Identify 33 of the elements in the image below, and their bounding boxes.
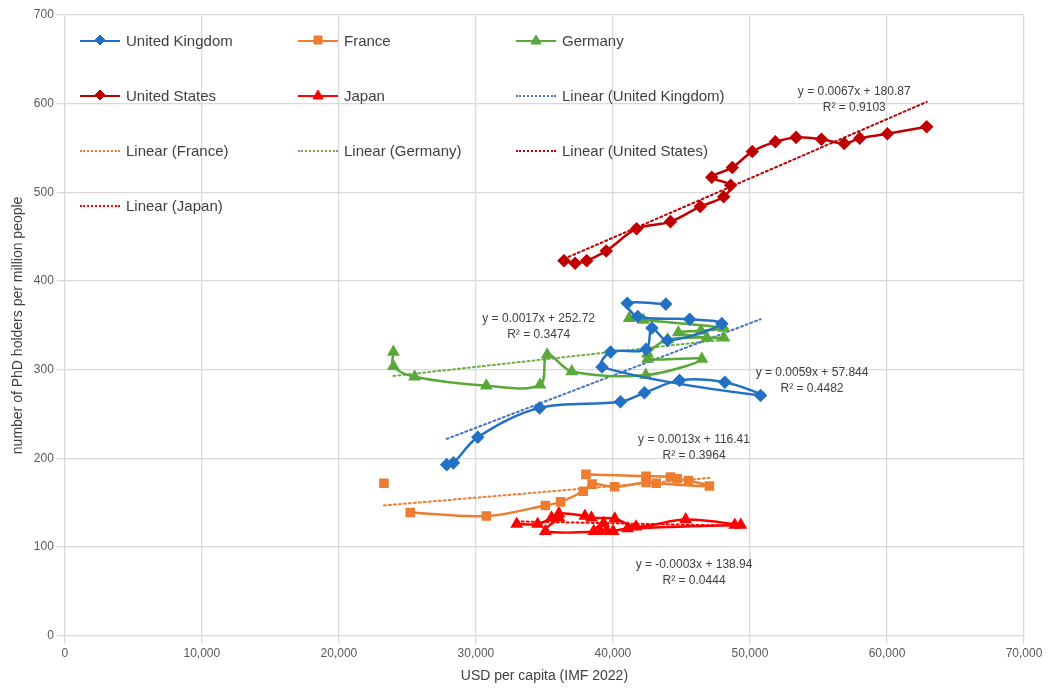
x-axis-title: USD per capita (IMF 2022) bbox=[460, 667, 629, 684]
x-tick-label: 30,000 bbox=[457, 646, 495, 661]
x-tick-label: 0 bbox=[61, 646, 69, 661]
annotation: y = 0.0013x + 116.41 R² = 0.3964 bbox=[638, 432, 751, 463]
legend-label: France bbox=[344, 32, 391, 49]
x-tick-label: 70,000 bbox=[1005, 646, 1043, 661]
annotation: y = -0.0003x + 138.94 R² = 0.0444 bbox=[635, 556, 753, 587]
annotation: y = 0.0017x + 252.72 R² = 0.3474 bbox=[482, 310, 596, 341]
legend-label: United States bbox=[126, 87, 217, 104]
y-axis-title: number of PhD holders per million people bbox=[9, 196, 26, 455]
y-tick-label: 600 bbox=[33, 96, 55, 110]
legend-label: Linear (United States) bbox=[562, 142, 708, 159]
x-tick-label: 10,000 bbox=[183, 646, 221, 661]
x-tick-label: 50,000 bbox=[731, 646, 769, 661]
x-tick-label: 40,000 bbox=[594, 646, 632, 661]
y-tick-label: 400 bbox=[33, 273, 55, 288]
annotation: y = 0.0067x + 180.87 R² = 0.9103 bbox=[797, 83, 911, 114]
x-tick-label: 20,000 bbox=[320, 646, 358, 661]
legend-label: Linear (United Kingdom) bbox=[562, 87, 725, 104]
legend-label: Linear (France) bbox=[126, 142, 229, 159]
x-tick-label: 60,000 bbox=[868, 646, 906, 661]
y-tick-label: 100 bbox=[33, 539, 55, 554]
legend-label: United Kingdom bbox=[126, 32, 233, 49]
y-tick-label: 500 bbox=[33, 184, 55, 199]
legend-label: Japan bbox=[344, 87, 385, 104]
y-tick-label: 200 bbox=[33, 450, 55, 465]
legend-label: Germany bbox=[562, 32, 624, 49]
annotation: y = 0.0059x + 57.844 R² = 0.4482 bbox=[755, 364, 869, 395]
legend-label: Linear (Germany) bbox=[344, 142, 462, 159]
y-tick-label: 700 bbox=[33, 7, 55, 22]
y-tick-label: 300 bbox=[33, 362, 55, 377]
y-tick-label: 0 bbox=[47, 628, 55, 643]
legend-label: Linear (Japan) bbox=[126, 197, 223, 214]
